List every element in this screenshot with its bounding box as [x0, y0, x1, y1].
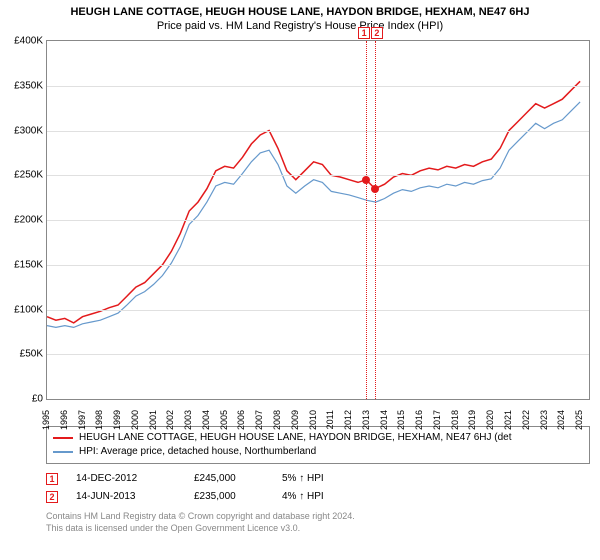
y-tick-label: £300K	[14, 125, 47, 136]
x-tick-label: 2019	[467, 410, 477, 430]
event-price: £245,000	[194, 470, 264, 488]
legend-row: HPI: Average price, detached house, Nort…	[53, 445, 583, 459]
legend-swatch	[53, 451, 73, 453]
y-tick-label: £200K	[14, 215, 47, 226]
x-tick-label: 2025	[574, 410, 584, 430]
x-tick-label: 2001	[148, 410, 158, 430]
x-tick-label: 1996	[59, 410, 69, 430]
x-axis-labels: 1995199619971998199920002001200220032004…	[46, 400, 590, 420]
x-tick-label: 2003	[183, 410, 193, 430]
y-tick-label: £0	[32, 394, 47, 405]
y-tick-label: £250K	[14, 170, 47, 181]
y-tick-label: £150K	[14, 259, 47, 270]
event-vline	[366, 41, 367, 399]
gridline	[47, 86, 589, 87]
series-line	[47, 81, 580, 323]
chart-subtitle: Price paid vs. HM Land Registry's House …	[0, 18, 600, 32]
x-tick-label: 2023	[539, 410, 549, 430]
gridline	[47, 175, 589, 176]
y-tick-label: £400K	[14, 36, 47, 47]
event-dot	[362, 176, 370, 184]
event-row: 1 14-DEC-2012 £245,000 5% ↑ HPI	[46, 470, 590, 488]
x-tick-label: 2007	[254, 410, 264, 430]
event-pct: 5% ↑ HPI	[282, 470, 352, 488]
x-tick-label: 2013	[361, 410, 371, 430]
x-tick-label: 1999	[112, 410, 122, 430]
x-tick-label: 1995	[41, 410, 51, 430]
event-marker: 2	[46, 491, 58, 503]
y-tick-label: £100K	[14, 304, 47, 315]
event-vline	[375, 41, 376, 399]
x-tick-label: 2008	[272, 410, 282, 430]
events-table: 1 14-DEC-2012 £245,000 5% ↑ HPI 2 14-JUN-2013…	[46, 470, 590, 506]
x-tick-label: 1997	[77, 410, 87, 430]
x-tick-label: 2020	[485, 410, 495, 430]
x-tick-label: 2004	[201, 410, 211, 430]
event-pct: 4% ↑ HPI	[282, 488, 352, 506]
event-marker: 1	[46, 473, 58, 485]
gridline	[47, 220, 589, 221]
x-tick-label: 2015	[396, 410, 406, 430]
footer-line2: This data is licensed under the Open Gov…	[46, 522, 590, 534]
x-tick-label: 2011	[325, 410, 335, 429]
x-tick-label: 2014	[379, 410, 389, 430]
footer: Contains HM Land Registry data © Crown c…	[46, 510, 590, 534]
legend-row: HEUGH LANE COTTAGE, HEUGH HOUSE LANE, HA…	[53, 431, 583, 445]
event-row: 2 14-JUN-2013 £235,000 4% ↑ HPI	[46, 488, 590, 506]
x-tick-label: 2017	[432, 410, 442, 430]
x-tick-label: 2021	[503, 410, 513, 430]
plot-region: £0£50K£100K£150K£200K£250K£300K£350K£400…	[46, 40, 590, 400]
legend-label: HEUGH LANE COTTAGE, HEUGH HOUSE LANE, HA…	[79, 431, 512, 445]
x-tick-label: 2000	[130, 410, 140, 430]
event-dot	[371, 185, 379, 193]
legend: HEUGH LANE COTTAGE, HEUGH HOUSE LANE, HA…	[46, 426, 590, 464]
gridline	[47, 265, 589, 266]
chart-area: £0£50K£100K£150K£200K£250K£300K£350K£400…	[46, 40, 590, 420]
gridline	[47, 131, 589, 132]
x-tick-label: 2010	[308, 410, 318, 430]
x-tick-label: 2018	[450, 410, 460, 430]
x-tick-label: 2016	[414, 410, 424, 430]
x-tick-label: 2006	[236, 410, 246, 430]
gridline	[47, 354, 589, 355]
event-date: 14-DEC-2012	[76, 470, 176, 488]
footer-line1: Contains HM Land Registry data © Crown c…	[46, 510, 590, 522]
event-price: £235,000	[194, 488, 264, 506]
y-tick-label: £350K	[14, 80, 47, 91]
legend-label: HPI: Average price, detached house, Nort…	[79, 445, 316, 459]
series-line	[47, 102, 580, 328]
x-tick-label: 2002	[165, 410, 175, 430]
x-tick-label: 2005	[219, 410, 229, 430]
legend-swatch	[53, 437, 73, 439]
x-tick-label: 2012	[343, 410, 353, 430]
y-tick-label: £50K	[20, 349, 47, 360]
gridline	[47, 310, 589, 311]
event-marker-top: 1	[358, 27, 370, 39]
chart-title: HEUGH LANE COTTAGE, HEUGH HOUSE LANE, HA…	[0, 0, 600, 18]
x-tick-label: 2024	[556, 410, 566, 430]
x-tick-label: 2009	[290, 410, 300, 430]
x-tick-label: 1998	[94, 410, 104, 430]
x-tick-label: 2022	[521, 410, 531, 430]
event-marker-top: 2	[371, 27, 383, 39]
event-date: 14-JUN-2013	[76, 488, 176, 506]
